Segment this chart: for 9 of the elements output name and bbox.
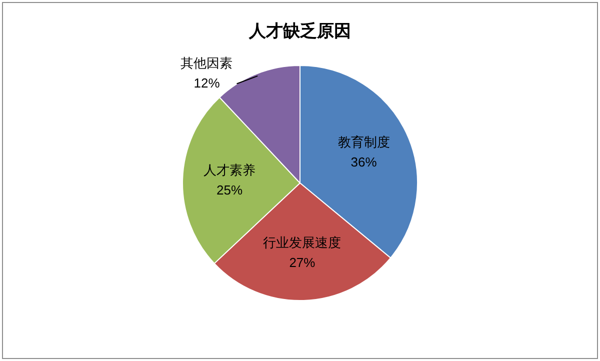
data-label: 12%	[194, 75, 220, 90]
data-label: 25%	[216, 182, 243, 198]
slice-label: 其他因素	[180, 55, 233, 70]
chart-title: 人才缺乏原因	[248, 22, 351, 41]
slice-label: 人才素养	[204, 162, 256, 178]
data-label: 27%	[289, 255, 316, 270]
slice-label: 教育制度	[338, 134, 390, 150]
slice-label: 行业发展速度	[263, 235, 342, 250]
data-label: 36%	[350, 154, 378, 170]
